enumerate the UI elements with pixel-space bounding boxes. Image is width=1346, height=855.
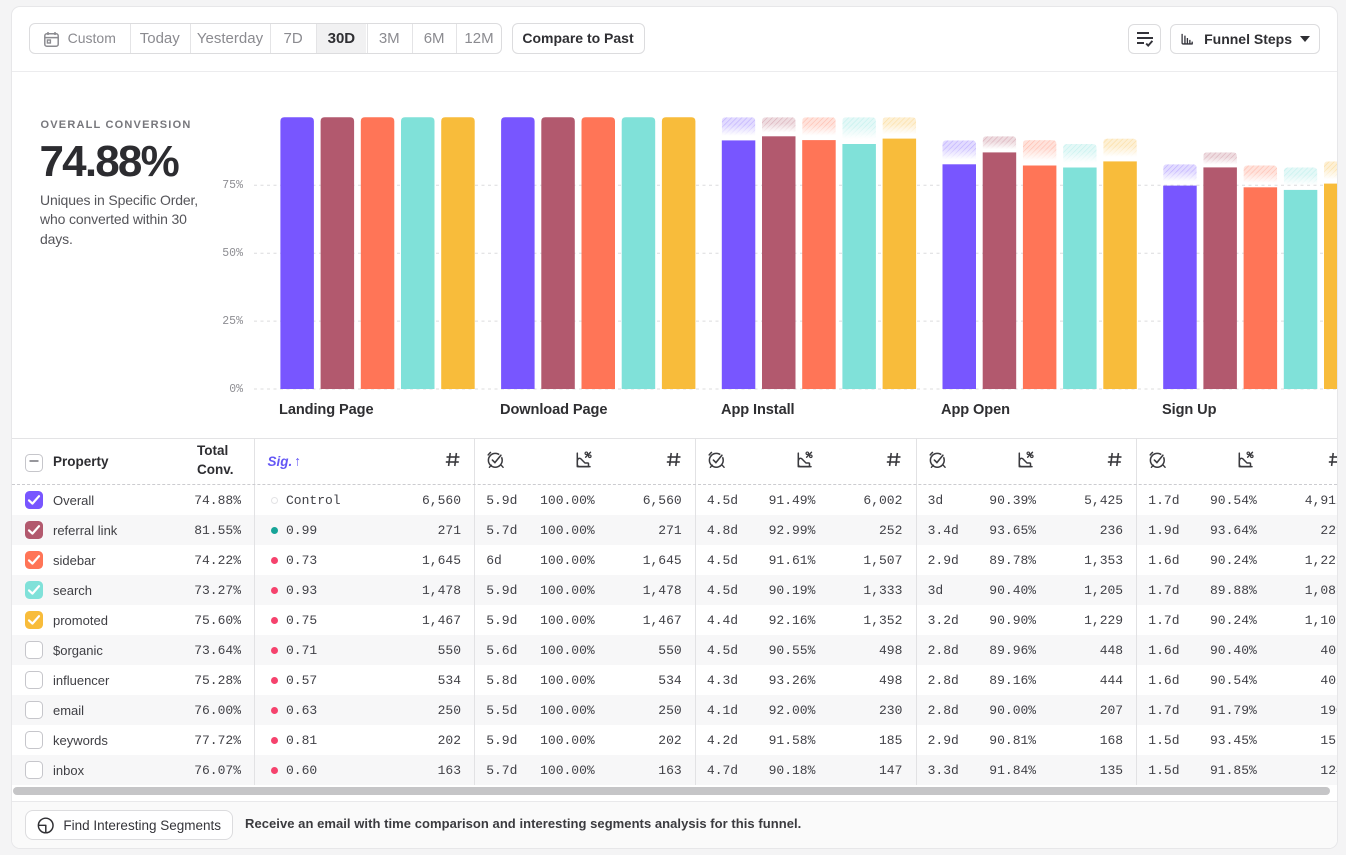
svg-text:Sign Up: Sign Up bbox=[1162, 402, 1217, 418]
svg-text:75%: 75% bbox=[222, 179, 243, 192]
svg-text:App Open: App Open bbox=[941, 402, 1010, 418]
svg-text:Landing Page: Landing Page bbox=[279, 402, 373, 418]
svg-text:App Install: App Install bbox=[721, 402, 795, 418]
svg-text:0%: 0% bbox=[229, 383, 243, 396]
svg-text:Download Page: Download Page bbox=[500, 402, 607, 418]
svg-text:50%: 50% bbox=[222, 247, 243, 260]
svg-text:25%: 25% bbox=[222, 315, 243, 328]
